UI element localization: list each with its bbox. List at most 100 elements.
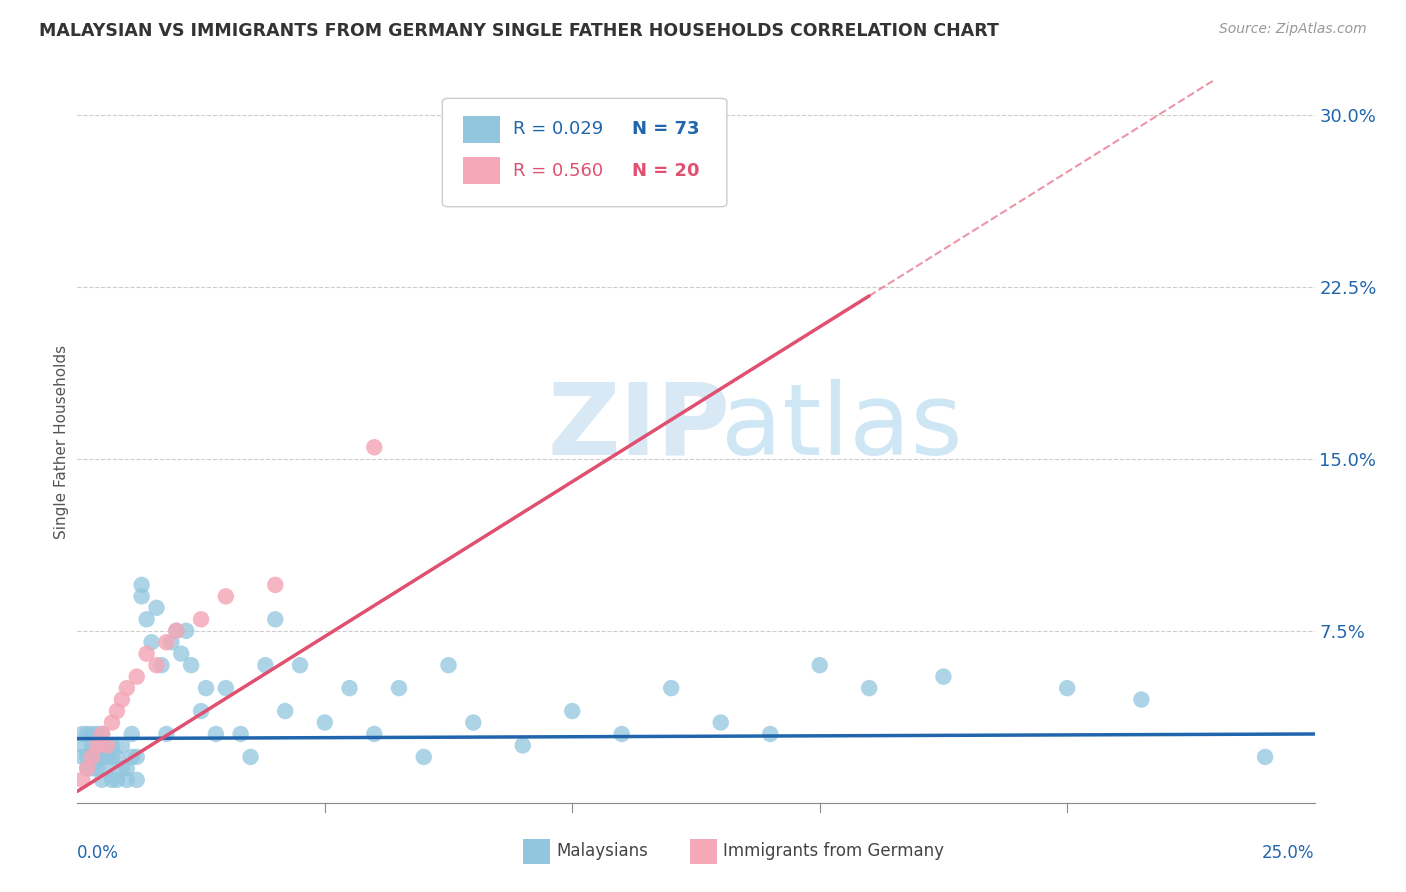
Point — [314, 715, 336, 730]
Point — [131, 590, 153, 604]
Point — [125, 670, 148, 684]
Point — [858, 681, 880, 695]
Point — [72, 739, 94, 753]
Point — [125, 772, 148, 787]
Point — [91, 727, 114, 741]
Point — [111, 739, 134, 753]
Point — [76, 727, 98, 741]
Text: atlas: atlas — [721, 378, 962, 475]
Point — [91, 772, 114, 787]
Point — [561, 177, 583, 191]
Y-axis label: Single Father Households: Single Father Households — [53, 344, 69, 539]
Point — [105, 750, 128, 764]
Point — [1130, 692, 1153, 706]
FancyBboxPatch shape — [523, 838, 550, 864]
Point — [135, 647, 157, 661]
Point — [512, 739, 534, 753]
Point — [363, 727, 385, 741]
Text: Immigrants from Germany: Immigrants from Germany — [723, 842, 945, 860]
Text: N = 73: N = 73 — [631, 120, 699, 138]
Point — [264, 612, 287, 626]
FancyBboxPatch shape — [690, 838, 717, 864]
Text: R = 0.560: R = 0.560 — [513, 161, 603, 179]
Point — [76, 750, 98, 764]
Point — [101, 739, 124, 753]
Point — [96, 739, 118, 753]
Point — [91, 750, 114, 764]
Point — [86, 739, 108, 753]
Point — [437, 658, 460, 673]
Point — [710, 715, 733, 730]
Point — [932, 670, 955, 684]
Text: R = 0.029: R = 0.029 — [513, 120, 603, 138]
Point — [339, 681, 361, 695]
Point — [759, 727, 782, 741]
Point — [1254, 750, 1277, 764]
Point — [121, 727, 143, 741]
Text: 25.0%: 25.0% — [1263, 844, 1315, 862]
Point — [160, 635, 183, 649]
FancyBboxPatch shape — [443, 98, 727, 207]
Point — [808, 658, 831, 673]
Point — [105, 704, 128, 718]
Point — [174, 624, 197, 638]
Point — [412, 750, 434, 764]
Point — [205, 727, 228, 741]
Point — [101, 772, 124, 787]
Point — [82, 761, 104, 775]
Point — [145, 658, 167, 673]
Point — [155, 635, 177, 649]
Text: Malaysians: Malaysians — [557, 842, 648, 860]
Point — [215, 590, 238, 604]
Point — [229, 727, 252, 741]
Point — [82, 750, 104, 764]
Point — [76, 761, 98, 775]
Point — [101, 715, 124, 730]
Point — [190, 612, 212, 626]
Point — [82, 750, 104, 764]
Point — [86, 727, 108, 741]
Point — [170, 647, 193, 661]
Point — [76, 761, 98, 775]
Point — [195, 681, 218, 695]
Point — [115, 681, 138, 695]
Point — [150, 658, 173, 673]
Point — [82, 727, 104, 741]
Point — [239, 750, 262, 764]
Point — [180, 658, 202, 673]
Point — [72, 772, 94, 787]
Point — [135, 612, 157, 626]
Text: MALAYSIAN VS IMMIGRANTS FROM GERMANY SINGLE FATHER HOUSEHOLDS CORRELATION CHART: MALAYSIAN VS IMMIGRANTS FROM GERMANY SIN… — [39, 22, 1000, 40]
Point — [115, 772, 138, 787]
FancyBboxPatch shape — [464, 157, 501, 185]
FancyBboxPatch shape — [464, 116, 501, 143]
Text: N = 20: N = 20 — [631, 161, 699, 179]
Point — [96, 761, 118, 775]
Point — [91, 727, 114, 741]
Point — [264, 578, 287, 592]
Text: ZIP: ZIP — [547, 378, 730, 475]
Point — [165, 624, 187, 638]
Point — [215, 681, 238, 695]
Point — [121, 750, 143, 764]
Point — [659, 681, 682, 695]
Point — [115, 761, 138, 775]
Point — [463, 715, 485, 730]
Point — [145, 600, 167, 615]
Point — [111, 761, 134, 775]
Point — [288, 658, 311, 673]
Point — [72, 750, 94, 764]
Point — [86, 761, 108, 775]
Point — [388, 681, 411, 695]
Point — [274, 704, 297, 718]
Point — [610, 727, 633, 741]
Point — [254, 658, 277, 673]
Point — [125, 750, 148, 764]
Text: Source: ZipAtlas.com: Source: ZipAtlas.com — [1219, 22, 1367, 37]
Point — [111, 692, 134, 706]
Point — [86, 750, 108, 764]
Point — [131, 578, 153, 592]
Point — [82, 739, 104, 753]
Point — [190, 704, 212, 718]
Point — [96, 739, 118, 753]
